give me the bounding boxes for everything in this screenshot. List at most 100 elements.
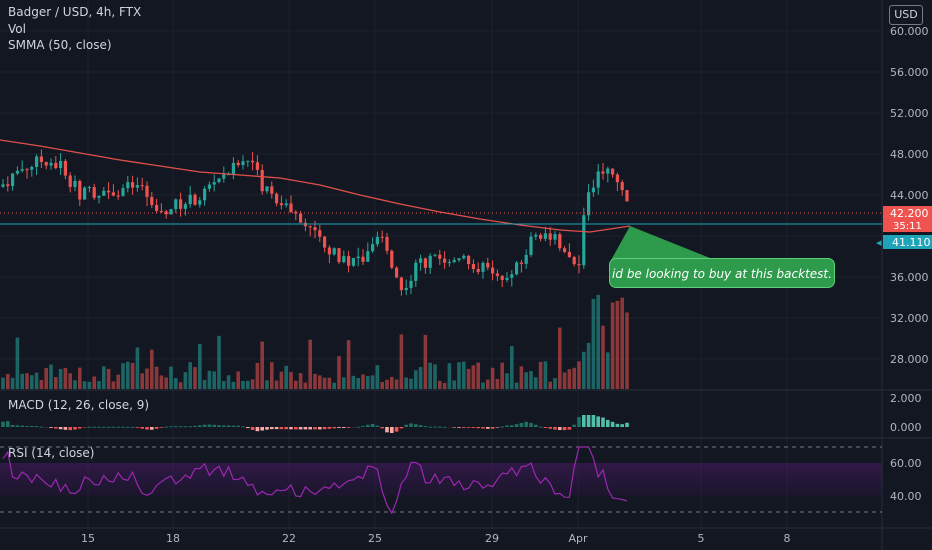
smma-legend[interactable]: SMMA (50, close) bbox=[8, 38, 112, 52]
candle-body bbox=[529, 236, 533, 255]
macd-bar bbox=[476, 427, 480, 429]
volume-bar bbox=[1, 377, 5, 389]
time-axis[interactable]: 15 18 22 25 29 Apr 5 8 bbox=[81, 532, 791, 545]
macd-bar bbox=[25, 425, 29, 427]
candle-body bbox=[107, 190, 111, 193]
smma-line bbox=[0, 139, 631, 233]
candle-body bbox=[428, 255, 432, 268]
candle-body bbox=[500, 275, 504, 280]
macd-bar bbox=[308, 427, 312, 430]
candle-body bbox=[159, 210, 163, 212]
volume-bar bbox=[44, 368, 48, 389]
macd-bar bbox=[495, 427, 500, 428]
candle-body bbox=[155, 205, 159, 211]
macd-bar bbox=[226, 425, 231, 427]
volume-bar bbox=[375, 365, 380, 389]
candle-body bbox=[337, 248, 341, 263]
rsi-axis: 60.00 40.00 bbox=[890, 457, 922, 503]
candle-body bbox=[332, 248, 336, 255]
volume-bar bbox=[313, 373, 317, 389]
candle-body bbox=[260, 169, 264, 192]
macd-bar bbox=[20, 425, 24, 427]
macd-bar bbox=[313, 427, 317, 430]
volume-bar bbox=[510, 346, 514, 389]
macd-bar bbox=[562, 427, 567, 431]
candle-body bbox=[6, 184, 10, 187]
candle-body bbox=[380, 236, 384, 238]
rsi-tick: 40.00 bbox=[890, 490, 922, 503]
macd-bar bbox=[58, 427, 63, 430]
candle-body bbox=[443, 258, 447, 263]
candle-body bbox=[601, 171, 605, 174]
candle-body bbox=[342, 256, 346, 263]
volume-bar bbox=[34, 372, 39, 389]
candle-body bbox=[97, 195, 101, 198]
macd-bar bbox=[524, 421, 528, 427]
macd-bar bbox=[514, 424, 519, 427]
macd-bar bbox=[390, 427, 394, 433]
volume-bar bbox=[342, 377, 346, 389]
price-axis[interactable]: 60.000 56.000 52.000 48.000 44.000 36.00… bbox=[890, 25, 929, 366]
volume-bar bbox=[620, 297, 624, 389]
candle-body bbox=[491, 267, 495, 274]
macd-bar bbox=[519, 422, 524, 427]
candle-body bbox=[169, 209, 173, 215]
volume-legend[interactable]: Vol bbox=[8, 22, 26, 36]
macd-bar bbox=[241, 426, 245, 428]
macd-axis: 2.000 0.000 bbox=[890, 392, 922, 434]
macd-bar bbox=[558, 427, 562, 431]
symbol-legend[interactable]: Badger / USD, 4h, FTX bbox=[8, 5, 142, 19]
macd-bar bbox=[361, 425, 365, 427]
candle-body bbox=[102, 190, 106, 196]
macd-bar bbox=[442, 426, 447, 428]
macd-bar bbox=[54, 427, 58, 429]
volume-bar bbox=[212, 371, 216, 389]
candle-body bbox=[351, 258, 355, 266]
candle-body bbox=[471, 264, 475, 269]
candle-body bbox=[543, 233, 547, 239]
last-price-badge bbox=[883, 206, 932, 232]
volume-bar bbox=[558, 327, 562, 389]
macd-bar bbox=[159, 427, 164, 428]
candle-body bbox=[404, 287, 408, 291]
candle-body bbox=[481, 262, 485, 272]
volume-bar bbox=[586, 342, 591, 389]
volume-bar bbox=[92, 376, 96, 389]
macd-bar bbox=[130, 426, 135, 428]
macd-bar bbox=[97, 426, 101, 428]
candle-body bbox=[92, 187, 96, 198]
macd-bar bbox=[92, 426, 96, 428]
macd-bar bbox=[346, 427, 351, 428]
candle-body bbox=[179, 199, 183, 209]
currency-button[interactable]: USD bbox=[889, 5, 923, 25]
rsi-legend[interactable]: RSI (14, close) bbox=[8, 446, 95, 460]
macd-bar bbox=[404, 424, 408, 427]
macd-bar bbox=[260, 427, 264, 431]
volume-bar bbox=[226, 375, 231, 389]
volume-bar bbox=[610, 302, 615, 389]
volume-bar bbox=[548, 381, 552, 389]
volume-bar bbox=[198, 344, 202, 389]
macd-bar bbox=[236, 425, 240, 427]
volume-bar bbox=[178, 382, 183, 389]
macd-bar bbox=[500, 426, 504, 428]
volume-bar bbox=[265, 380, 269, 389]
volume-bars bbox=[1, 294, 629, 389]
macd-bar bbox=[370, 423, 375, 427]
volume-bar bbox=[207, 370, 212, 389]
macd-bar bbox=[318, 427, 322, 430]
macd-bar bbox=[303, 427, 308, 430]
macd-legend[interactable]: MACD (12, 26, close, 9) bbox=[8, 398, 150, 412]
annotation-callout[interactable]: id be looking to buy at this backtest. bbox=[609, 258, 835, 288]
volume-bar bbox=[15, 337, 20, 389]
candle-body bbox=[279, 203, 283, 206]
macd-bar bbox=[505, 425, 509, 427]
volume-bar bbox=[102, 366, 106, 389]
macd-bar bbox=[246, 427, 250, 429]
macd-bar bbox=[486, 427, 490, 429]
macd-bar bbox=[198, 425, 202, 427]
volume-bar bbox=[562, 372, 567, 389]
macd-bar bbox=[202, 424, 207, 427]
candle-body bbox=[356, 256, 360, 259]
candle-body bbox=[577, 264, 581, 266]
